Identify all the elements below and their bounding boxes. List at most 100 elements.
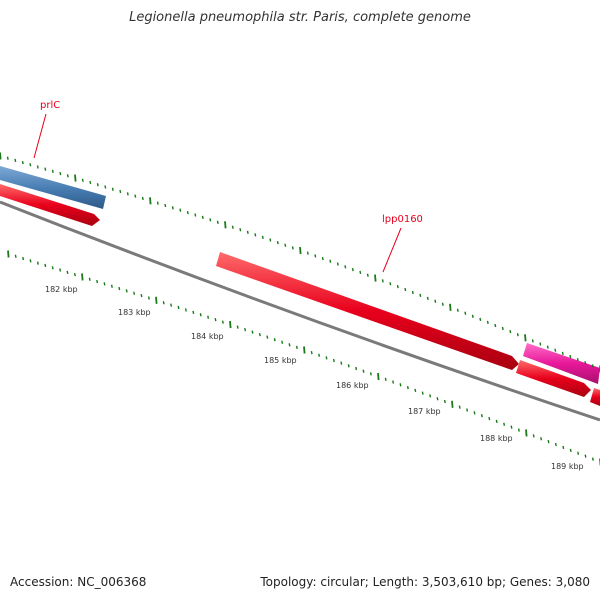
- kbp-label: 184 kbp: [191, 332, 224, 341]
- minor-tick: [479, 317, 482, 321]
- minor-tick: [258, 332, 261, 337]
- major-tick: [374, 274, 377, 282]
- gene-prlc[interactable]: [0, 166, 106, 209]
- minor-tick: [192, 310, 195, 314]
- gene-red-3[interactable]: [516, 360, 591, 397]
- minor-tick: [244, 327, 247, 332]
- minor-tick: [51, 266, 54, 270]
- gene-lpp0160[interactable]: [216, 252, 519, 370]
- minor-tick: [426, 296, 429, 300]
- minor-tick: [73, 272, 76, 277]
- major-tick: [525, 429, 528, 437]
- gene-pink[interactable]: [523, 343, 600, 384]
- minor-tick: [509, 329, 512, 334]
- minor-tick: [347, 364, 350, 368]
- minor-tick: [441, 302, 444, 306]
- minor-tick: [51, 169, 54, 174]
- minor-tick: [310, 350, 313, 355]
- minor-tick: [366, 273, 369, 277]
- minor-tick: [359, 270, 362, 275]
- minor-tick: [396, 285, 399, 289]
- minor-tick: [89, 180, 92, 185]
- minor-tick: [164, 203, 167, 208]
- minor-tick: [494, 323, 497, 328]
- minor-tick: [133, 291, 136, 295]
- minor-tick: [503, 422, 506, 426]
- minor-tick: [495, 419, 498, 424]
- kbp-label: 182 kbp: [45, 285, 78, 294]
- minor-tick: [59, 171, 62, 176]
- genome-backbone: [0, 200, 600, 422]
- minor-tick: [22, 256, 25, 261]
- major-tick: [299, 246, 302, 255]
- minor-tick: [516, 333, 519, 337]
- minor-tick: [269, 238, 272, 242]
- gene-red-4[interactable]: [590, 388, 600, 406]
- minor-tick: [434, 299, 437, 303]
- minor-tick: [419, 293, 422, 298]
- minor-tick: [36, 261, 39, 265]
- minor-tick: [569, 448, 572, 452]
- minor-tick: [266, 335, 269, 339]
- minor-tick: [577, 451, 580, 455]
- minor-tick: [569, 354, 572, 359]
- minor-tick: [540, 437, 543, 441]
- minor-tick: [466, 408, 469, 412]
- minor-tick: [184, 308, 187, 312]
- minor-tick: [199, 313, 202, 317]
- kbp-label: 186 kbp: [336, 381, 369, 390]
- minor-tick: [554, 442, 557, 447]
- minor-tick: [21, 160, 24, 165]
- minor-tick: [554, 348, 557, 352]
- minor-tick: [584, 454, 587, 458]
- minor-tick: [104, 185, 107, 189]
- minor-tick: [214, 318, 217, 322]
- minor-tick: [14, 254, 17, 258]
- minor-tick: [110, 284, 113, 288]
- major-tick: [149, 197, 152, 205]
- major-tick: [377, 373, 380, 381]
- minor-tick: [236, 325, 239, 329]
- minor-tick: [96, 279, 99, 284]
- minor-tick: [209, 218, 212, 222]
- minor-tick: [251, 330, 254, 334]
- minor-tick: [473, 411, 476, 415]
- major-tick: [449, 303, 452, 311]
- major-tick: [0, 152, 2, 160]
- minor-tick: [44, 263, 47, 268]
- minor-tick: [562, 445, 565, 450]
- minor-tick: [532, 434, 535, 438]
- minor-tick: [171, 206, 174, 210]
- major-tick: [81, 273, 84, 281]
- major-tick: [224, 221, 227, 229]
- major-tick: [451, 400, 454, 408]
- minor-tick: [411, 290, 414, 295]
- upper-tick-row: [0, 152, 600, 373]
- minor-tick: [118, 286, 121, 291]
- kbp-label: 189 kbp: [551, 462, 584, 471]
- minor-tick: [456, 308, 459, 312]
- minor-tick: [340, 361, 343, 365]
- accession-text: Accession: NC_006368: [10, 575, 147, 589]
- minor-tick: [134, 194, 137, 198]
- minor-tick: [355, 366, 358, 371]
- minor-tick: [510, 425, 513, 429]
- kbp-label: 188 kbp: [480, 434, 513, 443]
- minor-tick: [389, 282, 392, 286]
- kbp-label: 183 kbp: [118, 308, 151, 317]
- major-tick: [524, 334, 527, 342]
- minor-tick: [276, 240, 279, 245]
- minor-tick: [591, 457, 594, 461]
- minor-tick: [29, 163, 32, 167]
- minor-tick: [314, 254, 317, 258]
- minor-tick: [488, 416, 491, 421]
- callout-line-prlc: [33, 113, 47, 159]
- major-tick: [155, 296, 158, 304]
- minor-tick: [392, 380, 395, 384]
- minor-tick: [221, 320, 224, 324]
- minor-tick: [103, 282, 106, 286]
- minor-tick: [414, 388, 417, 392]
- minor-tick: [254, 233, 257, 237]
- minor-tick: [81, 178, 84, 182]
- gene-red-1[interactable]: [0, 184, 100, 226]
